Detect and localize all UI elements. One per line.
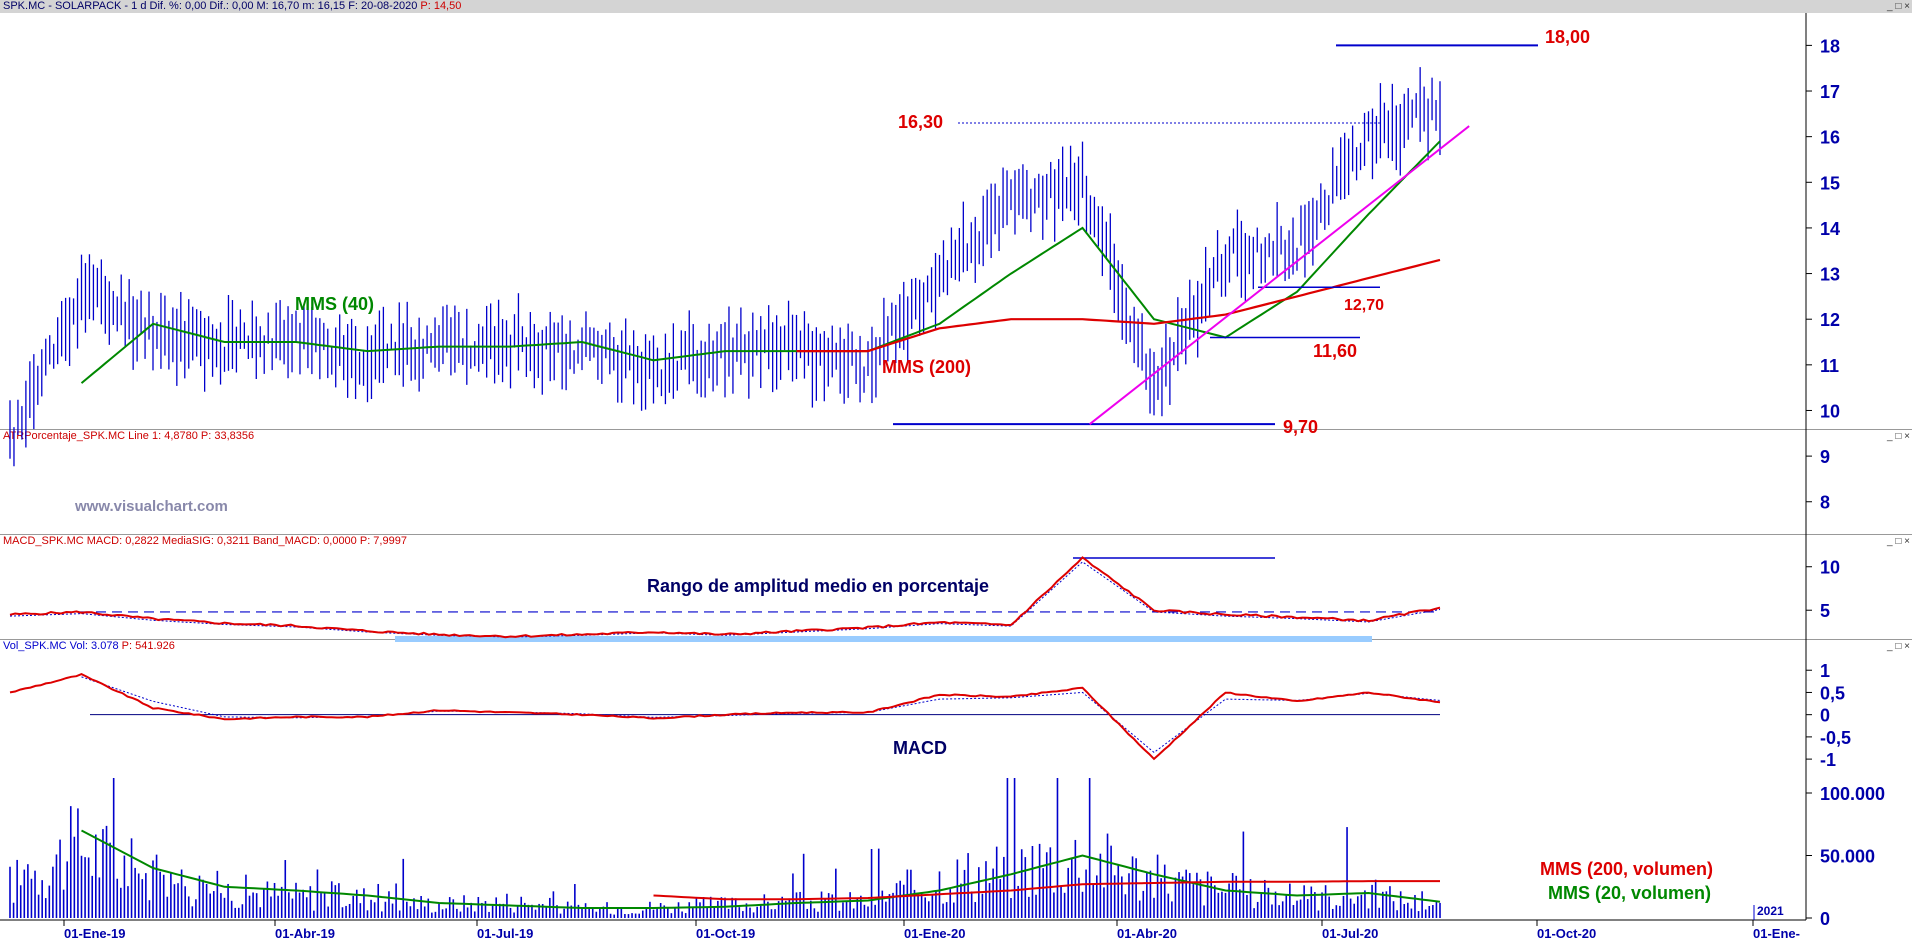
vol-y-tick-label: 100.000 <box>1820 784 1885 804</box>
price-y-tick-label: 17 <box>1820 82 1840 102</box>
watermark: www.visualchart.com <box>74 498 228 515</box>
price-header-p: P: 14,50 <box>420 0 462 12</box>
atr-line <box>9 556 1441 639</box>
atr-y-tick-label: 5 <box>1820 601 1830 621</box>
price-panel-header: SPK.MC - SOLARPACK - 1 d Dif. %: 0,00 Di… <box>0 0 1912 13</box>
macd-y-tick-label: 0,5 <box>1820 683 1845 703</box>
annotation-vol-mms20: MMS (20, volumen) <box>1548 883 1711 903</box>
price-y-tick-label: 16 <box>1820 128 1840 148</box>
annotation-atr-title: Rango de amplitud medio en porcentaje <box>647 576 989 596</box>
x-tick-label: 01-Abr-20 <box>1117 926 1177 939</box>
annotation-mms40: MMS (40) <box>295 294 374 314</box>
atr-y-tick-label: 10 <box>1820 558 1840 578</box>
vol-header-p: P: 541.926 <box>121 640 175 652</box>
atr-panel-header: ATRPorcentaje_SPK.MC Line 1: 4,8780 P: 3… <box>0 429 1912 442</box>
macd-line <box>9 673 1441 761</box>
vol-y-tick-label: 50.000 <box>1820 847 1875 867</box>
annotation-macd-title: MACD <box>893 738 947 758</box>
year-marker-label: 2021 <box>1757 904 1784 918</box>
x-tick-label: 01-Jul-20 <box>1322 926 1378 939</box>
macd-header-p: P: 7,9997 <box>359 535 407 547</box>
trendline <box>1089 125 1470 425</box>
annotation-16-30: 16,30 <box>898 112 943 132</box>
annotation-18-00: 18,00 <box>1545 27 1590 47</box>
x-tick-label: 01-Jul-19 <box>477 926 533 939</box>
price-panel: 8 9 10 11 12 13 14 15 16 17 18 <box>9 36 1840 513</box>
mms40-line <box>80 140 1441 384</box>
annotation-12-70: 12,70 <box>1344 297 1384 314</box>
price-header-text: SPK.MC - SOLARPACK - 1 d Dif. %: 0,00 Di… <box>3 0 418 12</box>
price-y-tick-label: 11 <box>1820 356 1839 376</box>
macd-window-controls[interactable]: _ □ × <box>1887 536 1910 547</box>
price-y-tick-label: 12 <box>1820 310 1840 330</box>
price-window-controls[interactable]: _ □ × <box>1887 1 1910 12</box>
macd-y-tick-label: -0,5 <box>1820 728 1851 748</box>
vol-mms200-line <box>653 880 1440 901</box>
macd-y-tick-label: -1 <box>1820 750 1836 770</box>
x-tick-label: 01-Ene-20 <box>904 926 965 939</box>
vol-y-tick-label: 0 <box>1820 909 1830 929</box>
atr-header-text: ATRPorcentaje_SPK.MC Line 1: 4,8780 <box>3 430 198 442</box>
price-y-tick-label: 8 <box>1820 493 1830 513</box>
macd-header-text: MACD_SPK.MC MACD: 0,2822 MediaSIG: 0,321… <box>3 535 357 547</box>
x-tick-label: 01-Oct-20 <box>1537 926 1596 939</box>
price-y-tick-label: 18 <box>1820 36 1840 56</box>
price-y-tick-label: 13 <box>1820 265 1840 285</box>
macd-panel-header: MACD_SPK.MC MACD: 0,2822 MediaSIG: 0,321… <box>0 534 1912 547</box>
annotation-mms200: MMS (200) <box>882 357 971 377</box>
price-y-tick-label: 9 <box>1820 447 1830 467</box>
macd-y-tick-label: 0 <box>1820 706 1830 726</box>
price-y-tick-label: 10 <box>1820 401 1840 421</box>
x-tick-label: 01-Oct-19 <box>696 926 755 939</box>
macd-y-tick-label: 1 <box>1820 661 1830 681</box>
vol-header-text: Vol_SPK.MC Vol: 3.078 <box>3 640 119 652</box>
annotation-11-60: 11,60 <box>1313 341 1357 361</box>
annotation-9-70: 9,70 <box>1283 417 1318 437</box>
atr-header-p: P: 33,8356 <box>200 430 255 442</box>
x-tick-label: 01-Abr-19 <box>275 926 335 939</box>
vol-window-controls[interactable]: _ □ × <box>1887 641 1910 652</box>
x-axis: 01-Ene-19 01-Abr-19 01-Jul-19 01-Oct-19 01-E… <box>63 904 1800 939</box>
volume-panel: 0 50.000 100.000 <box>9 778 1885 929</box>
atr-panel: 5 10 <box>9 556 1840 642</box>
x-tick-label: 01-Ene- <box>1753 926 1800 939</box>
macd-panel: -1-0,50 0,51 <box>9 661 1851 770</box>
x-tick-label: 01-Ene-19 <box>64 926 125 939</box>
atr-signal-line <box>9 561 1441 638</box>
price-y-tick-label: 15 <box>1820 173 1840 193</box>
vol-mms20-line <box>81 829 1441 909</box>
annotation-vol-mms200: MMS (200, volumen) <box>1540 859 1713 879</box>
atr-window-controls[interactable]: _ □ × <box>1887 431 1910 442</box>
price-y-tick-label: 14 <box>1820 219 1840 239</box>
